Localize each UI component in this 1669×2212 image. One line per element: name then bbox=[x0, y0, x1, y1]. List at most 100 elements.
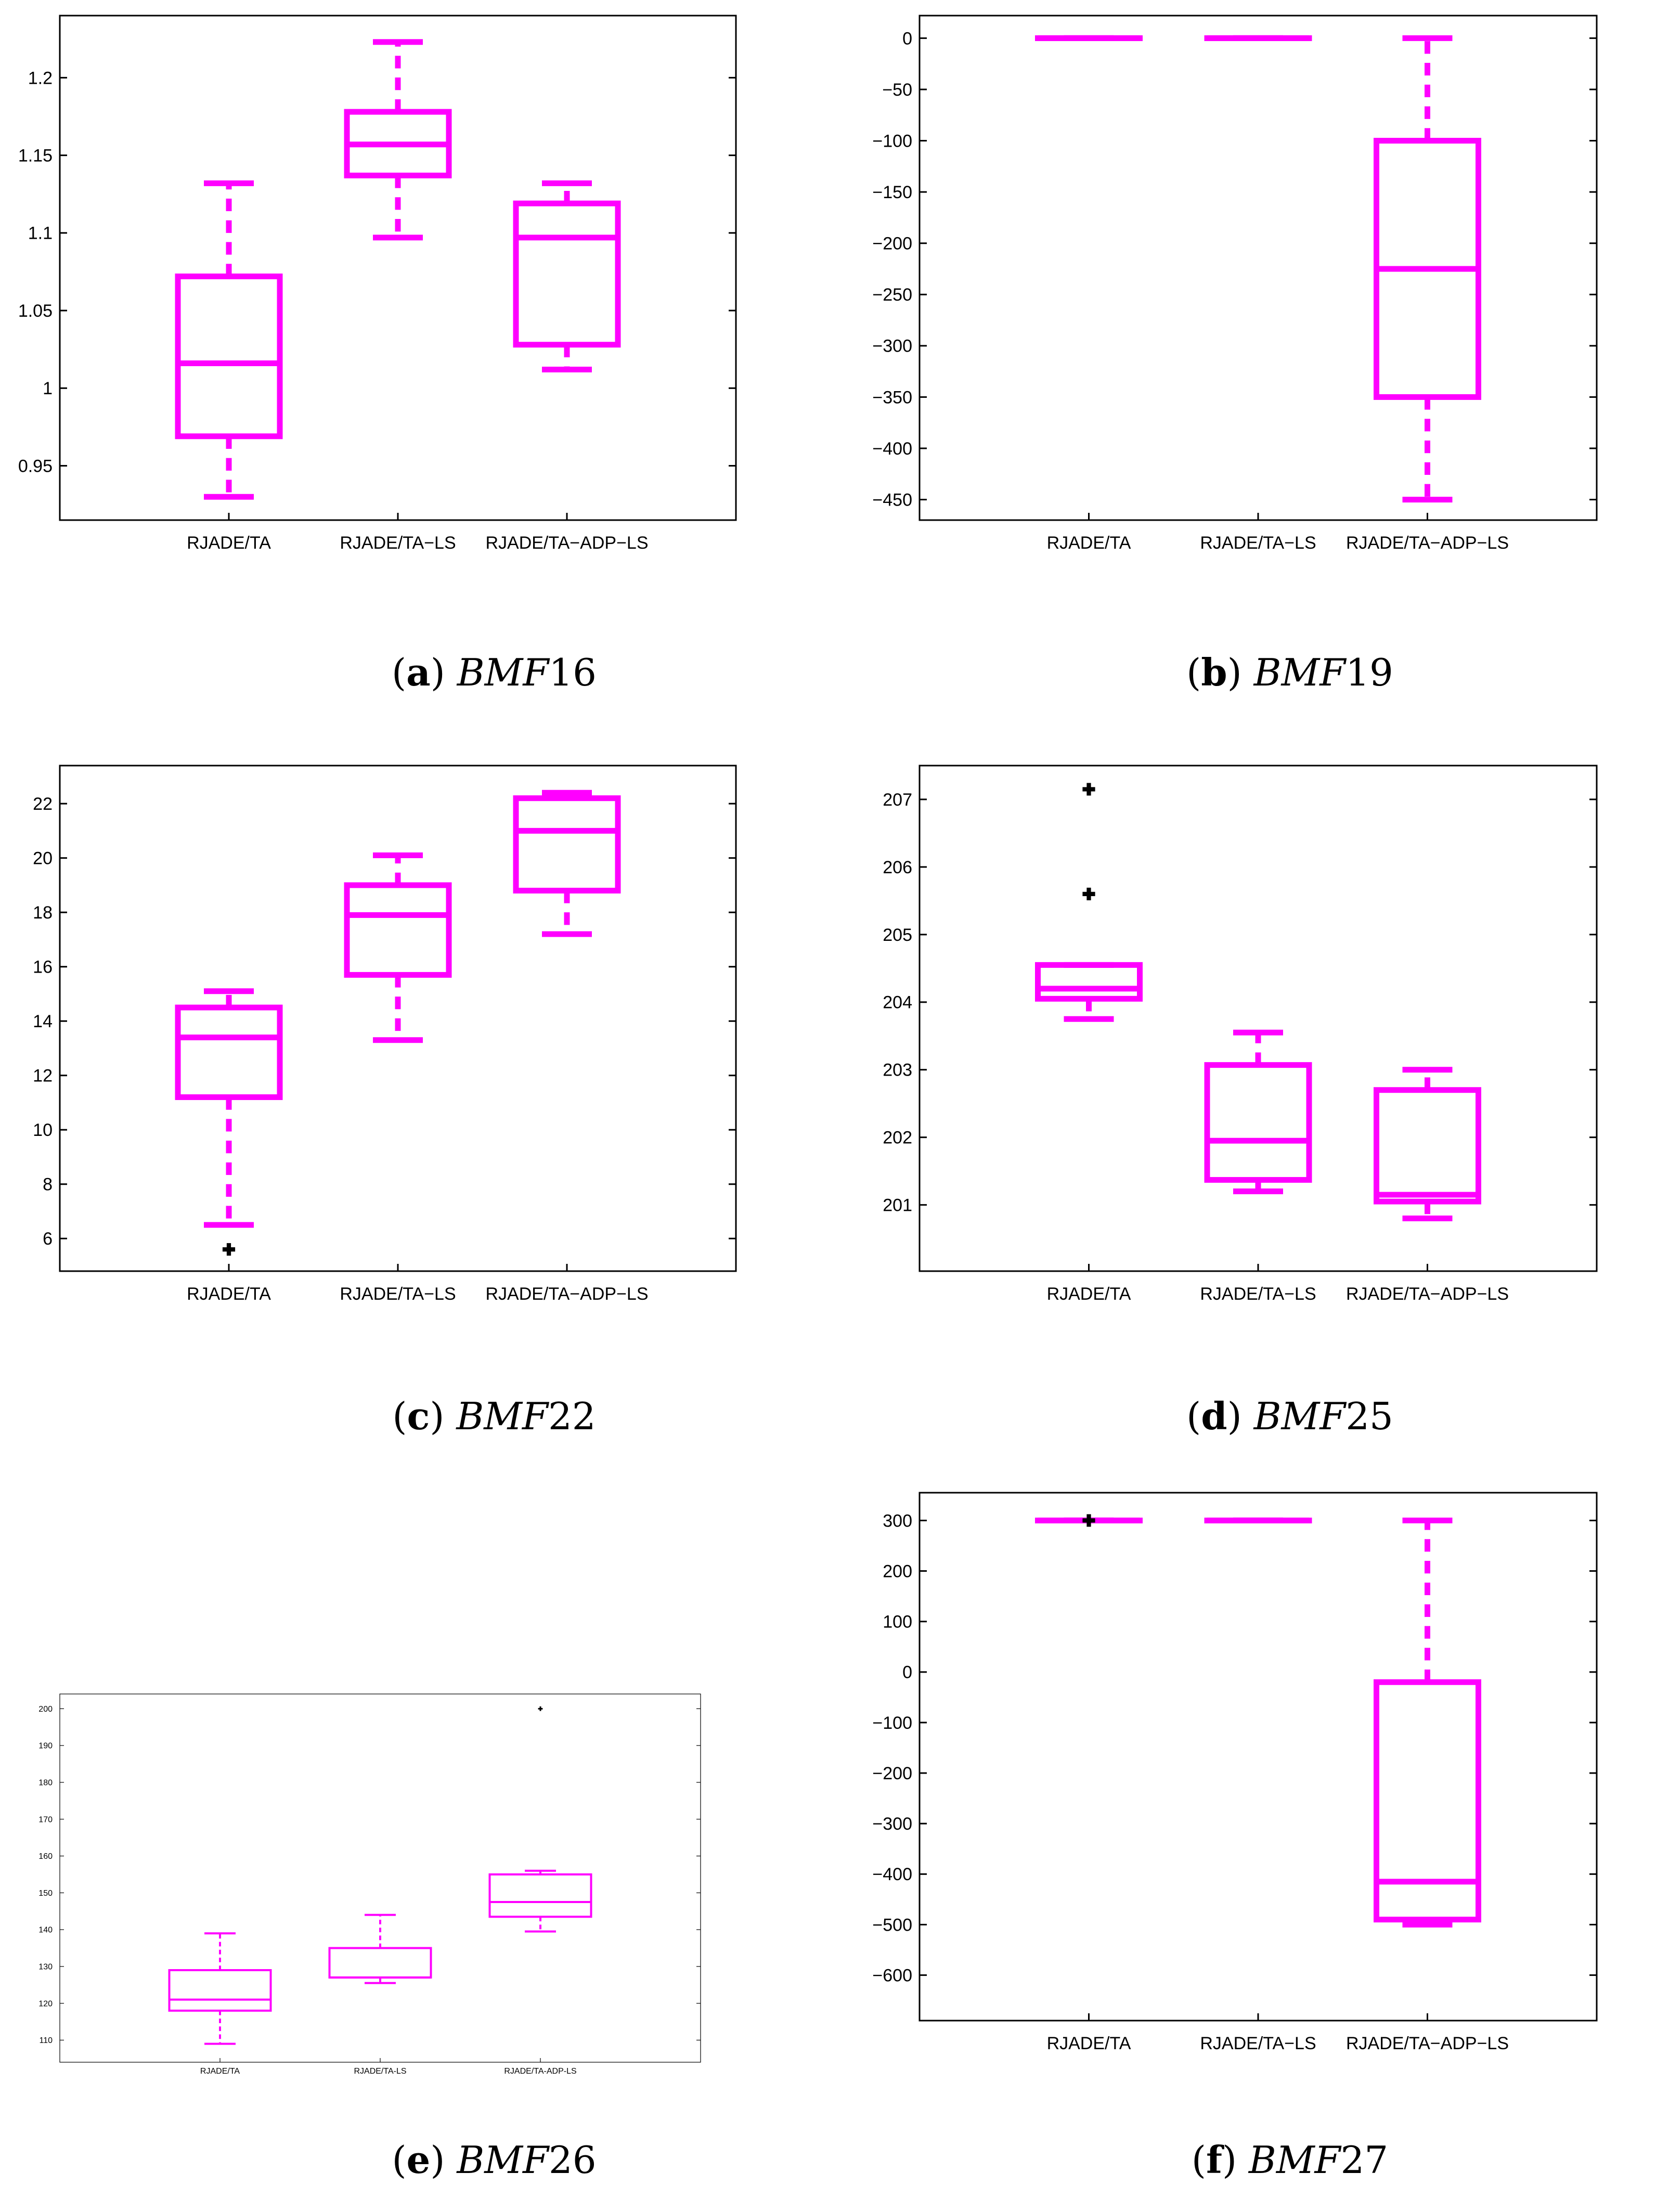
box-3 bbox=[513, 180, 621, 372]
y-tick-label: 1 bbox=[43, 379, 53, 398]
caption-letter: e bbox=[406, 2138, 431, 2182]
box-3 bbox=[1374, 1517, 1481, 1928]
caption-bmf22: (c) BMF22 bbox=[392, 1394, 596, 1438]
y-tick-label: 205 bbox=[883, 925, 912, 945]
iqr-box bbox=[175, 1004, 283, 1101]
y-tick-label: 1.05 bbox=[18, 301, 53, 321]
caption-bmf19: (b) BMF19 bbox=[1186, 650, 1393, 694]
x-category-label: RJADE/TA−LS bbox=[1200, 533, 1316, 553]
y-tick-label: 160 bbox=[38, 1852, 53, 1861]
iqr-box bbox=[1374, 1087, 1481, 1205]
y-tick-label: 207 bbox=[883, 790, 912, 810]
y-tick-label: 120 bbox=[38, 1999, 53, 2008]
panel-bmf19: 0 −50 −100 −150 −200 −250 −300 −350 −400 −450 RJAD… bbox=[832, 0, 1669, 728]
x-category-label: RJADE/TA-LS bbox=[354, 2067, 406, 2076]
box-3 bbox=[1374, 1067, 1481, 1222]
plot-frame bbox=[59, 1693, 701, 2063]
x-category-label: RJADE/TA−LS bbox=[1200, 1284, 1316, 1304]
caption-name: BMF bbox=[1248, 2138, 1341, 2182]
boxplot-bmf19: 0 −50 −100 −150 −200 −250 −300 −350 −400 −450 RJAD… bbox=[872, 15, 1598, 553]
y-tick-label: −100 bbox=[872, 1713, 912, 1733]
boxplot-bmf26: 110 120 130 140 150 160 170 180 190 200 RJADE/TA RJ… bbox=[38, 1693, 701, 2076]
caption-name: BMF bbox=[1253, 1394, 1346, 1438]
outlier-marker bbox=[222, 1243, 236, 1256]
iqr-box bbox=[513, 200, 621, 348]
y-tick-label: −400 bbox=[872, 439, 912, 459]
panel-bmf16: 0.95 1 1.05 1.1 1.15 1.2 RJADE/TA RJADE/TA−LS RJ… bbox=[0, 0, 832, 728]
y-tick-label: 201 bbox=[883, 1196, 912, 1215]
box-3 bbox=[1374, 35, 1481, 503]
caption-bmf26: (e) BMF26 bbox=[392, 2138, 597, 2182]
caption-name: BMF bbox=[456, 1394, 548, 1438]
x-category-label: RJADE/TA bbox=[1047, 2034, 1131, 2053]
y-tick-label: 140 bbox=[38, 1926, 53, 1935]
caption-bmf27: (f) BMF27 bbox=[1191, 2138, 1389, 2182]
x-category-label: RJADE/TA−LS bbox=[340, 533, 456, 553]
caption-letter: b bbox=[1201, 650, 1227, 694]
caption-letter: c bbox=[407, 1394, 430, 1438]
y-tick-label: −600 bbox=[872, 1965, 912, 1985]
plot-frame bbox=[59, 15, 737, 521]
plot-frame bbox=[918, 1492, 1598, 2022]
iqr-box bbox=[175, 273, 283, 439]
y-tick-label: −500 bbox=[872, 1915, 912, 1935]
y-tick-label: 150 bbox=[38, 1889, 53, 1898]
caption-number: 27 bbox=[1340, 2138, 1389, 2182]
box-1 bbox=[1035, 1514, 1143, 1527]
x-category-label: RJADE/TA bbox=[187, 533, 271, 553]
caption-number: 26 bbox=[548, 2138, 597, 2182]
y-tick-label: 204 bbox=[883, 993, 912, 1013]
y-tick-label: 1.15 bbox=[18, 146, 53, 166]
y-tick-label: 200 bbox=[883, 1561, 912, 1581]
boxplot-bmf16: 0.95 1 1.05 1.1 1.15 1.2 RJADE/TA RJADE/TA−LS RJ… bbox=[18, 15, 737, 553]
boxplot-bmf27: 300 200 100 0 −100 −200 −300 −400 −500 −600 RJADE/… bbox=[872, 1492, 1598, 2053]
y-tick-label: −50 bbox=[882, 80, 912, 100]
caption-name: BMF bbox=[1253, 651, 1346, 694]
y-tick-label: 202 bbox=[883, 1128, 912, 1148]
y-tick-label: 180 bbox=[38, 1779, 53, 1788]
x-category-label: RJADE/TA bbox=[1047, 1284, 1131, 1304]
box-2 bbox=[1204, 1029, 1312, 1195]
caption-number: 19 bbox=[1345, 651, 1393, 694]
y-tick-label: −300 bbox=[872, 1814, 912, 1834]
box-2 bbox=[344, 39, 452, 241]
iqr-box bbox=[1035, 962, 1143, 1002]
y-tick-label: 10 bbox=[33, 1120, 53, 1140]
y-tick-label: 130 bbox=[38, 1963, 53, 1972]
x-category-label: RJADE/TA−ADP−LS bbox=[1346, 533, 1509, 553]
outlier-marker bbox=[538, 1706, 543, 1711]
iqr-box bbox=[168, 1969, 272, 2012]
y-tick-label: 18 bbox=[33, 903, 53, 923]
y-tick-label: 200 bbox=[38, 1705, 53, 1714]
box-3 bbox=[513, 790, 621, 937]
y-tick-label: 8 bbox=[43, 1175, 53, 1195]
outlier-marker bbox=[1082, 887, 1095, 900]
plot-frame bbox=[918, 765, 1598, 1272]
panel-bmf26: 110 120 130 140 150 160 170 180 190 200 RJADE/TA RJ… bbox=[0, 1456, 832, 2212]
x-category-label: RJADE/TA−ADP−LS bbox=[1346, 2034, 1509, 2053]
y-tick-label: 110 bbox=[39, 2036, 53, 2045]
y-tick-label: −100 bbox=[872, 131, 912, 151]
y-tick-label: −350 bbox=[872, 387, 912, 407]
box-3 bbox=[488, 1706, 592, 1933]
y-tick-label: 170 bbox=[38, 1815, 53, 1824]
y-tick-label: −150 bbox=[872, 183, 912, 202]
caption-number: 22 bbox=[548, 1394, 596, 1438]
box-1 bbox=[175, 988, 283, 1256]
box-2 bbox=[344, 852, 452, 1043]
box-1 bbox=[168, 1932, 272, 2045]
y-tick-label: −300 bbox=[872, 337, 912, 356]
y-tick-label: 0 bbox=[902, 29, 912, 48]
box-1 bbox=[1035, 783, 1143, 1022]
x-category-label: RJADE/TA−ADP−LS bbox=[1346, 1284, 1509, 1304]
boxplot-bmf25: 201 202 203 204 205 206 207 RJADE/TA RJADE/TA−LS… bbox=[883, 765, 1598, 1304]
boxplot-bmf22: 6 8 10 12 14 16 18 20 22 RJADE/TA RJADE/TA−LS RJADE… bbox=[33, 765, 737, 1304]
x-category-label: RJADE/TA−ADP−LS bbox=[485, 1284, 648, 1304]
y-tick-label: 6 bbox=[43, 1229, 53, 1249]
y-tick-label: 0 bbox=[902, 1663, 912, 1683]
iqr-box bbox=[344, 882, 452, 978]
x-category-label: RJADE/TA-ADP-LS bbox=[504, 2067, 576, 2076]
panel-bmf25: 201 202 203 204 205 206 207 RJADE/TA RJADE/TA−LS… bbox=[832, 728, 1669, 1456]
x-category-label: RJADE/TA bbox=[1047, 533, 1131, 553]
y-tick-label: 16 bbox=[33, 958, 53, 977]
